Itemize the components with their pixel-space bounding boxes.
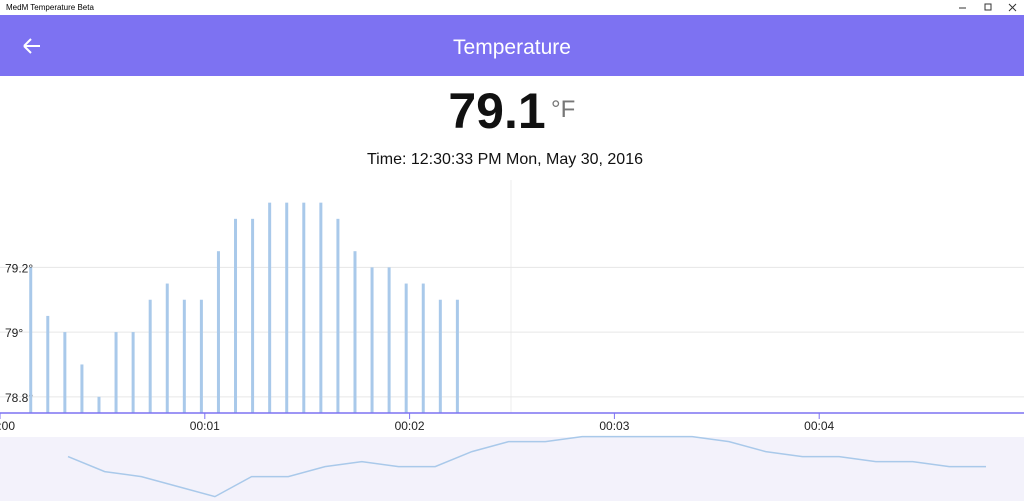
header-bar [0, 15, 1024, 76]
close-button[interactable] [1008, 3, 1017, 12]
bar [182, 299, 186, 413]
header-title: Temperature [453, 36, 571, 59]
bar [268, 202, 272, 413]
reading-unit: °F [551, 96, 575, 123]
y-tick-label: 79.2° [5, 261, 33, 275]
bar [148, 299, 152, 413]
x-tick-label: 00:03 [599, 419, 629, 433]
bar [404, 283, 408, 413]
x-tick-label: 00:04 [804, 419, 834, 433]
bar [251, 218, 255, 413]
reading-value: 79.1 [448, 83, 545, 139]
restore-button[interactable] [984, 3, 992, 11]
x-tick-label: 00:02 [395, 419, 425, 433]
bar [336, 218, 340, 413]
reading-time: Time: 12:30:33 PM Mon, May 30, 2016 [367, 151, 643, 168]
bar [131, 332, 135, 413]
bar [455, 299, 459, 413]
plot-area: 78.8° 79° 79.2° 00:00 00:01 00:02 00:03 00:04 [0, 202, 1024, 433]
bar [63, 332, 67, 413]
bar [29, 267, 33, 413]
window-title: MedM Temperature Beta [6, 3, 94, 12]
bar [302, 202, 306, 413]
bar [387, 267, 391, 413]
navigator[interactable] [0, 437, 1024, 501]
bar [370, 267, 374, 413]
bar [438, 299, 442, 413]
x-tick-label: 00:01 [190, 419, 220, 433]
title-bar [0, 0, 1024, 15]
back-button[interactable] [23, 38, 40, 54]
bar [199, 299, 203, 413]
bar [97, 396, 101, 413]
bar [114, 332, 118, 413]
bar [80, 364, 84, 413]
bar [319, 202, 323, 413]
bar [285, 202, 289, 413]
x-tick-label: 00:00 [0, 419, 15, 433]
navigator-line [67, 435, 986, 498]
bar [46, 315, 50, 413]
bar [421, 283, 425, 413]
bar [353, 251, 357, 413]
y-tick-label: 78.8° [5, 391, 33, 405]
bar [165, 283, 169, 413]
y-tick-label: 79° [5, 326, 23, 340]
bar [216, 251, 220, 413]
bar [234, 218, 238, 413]
